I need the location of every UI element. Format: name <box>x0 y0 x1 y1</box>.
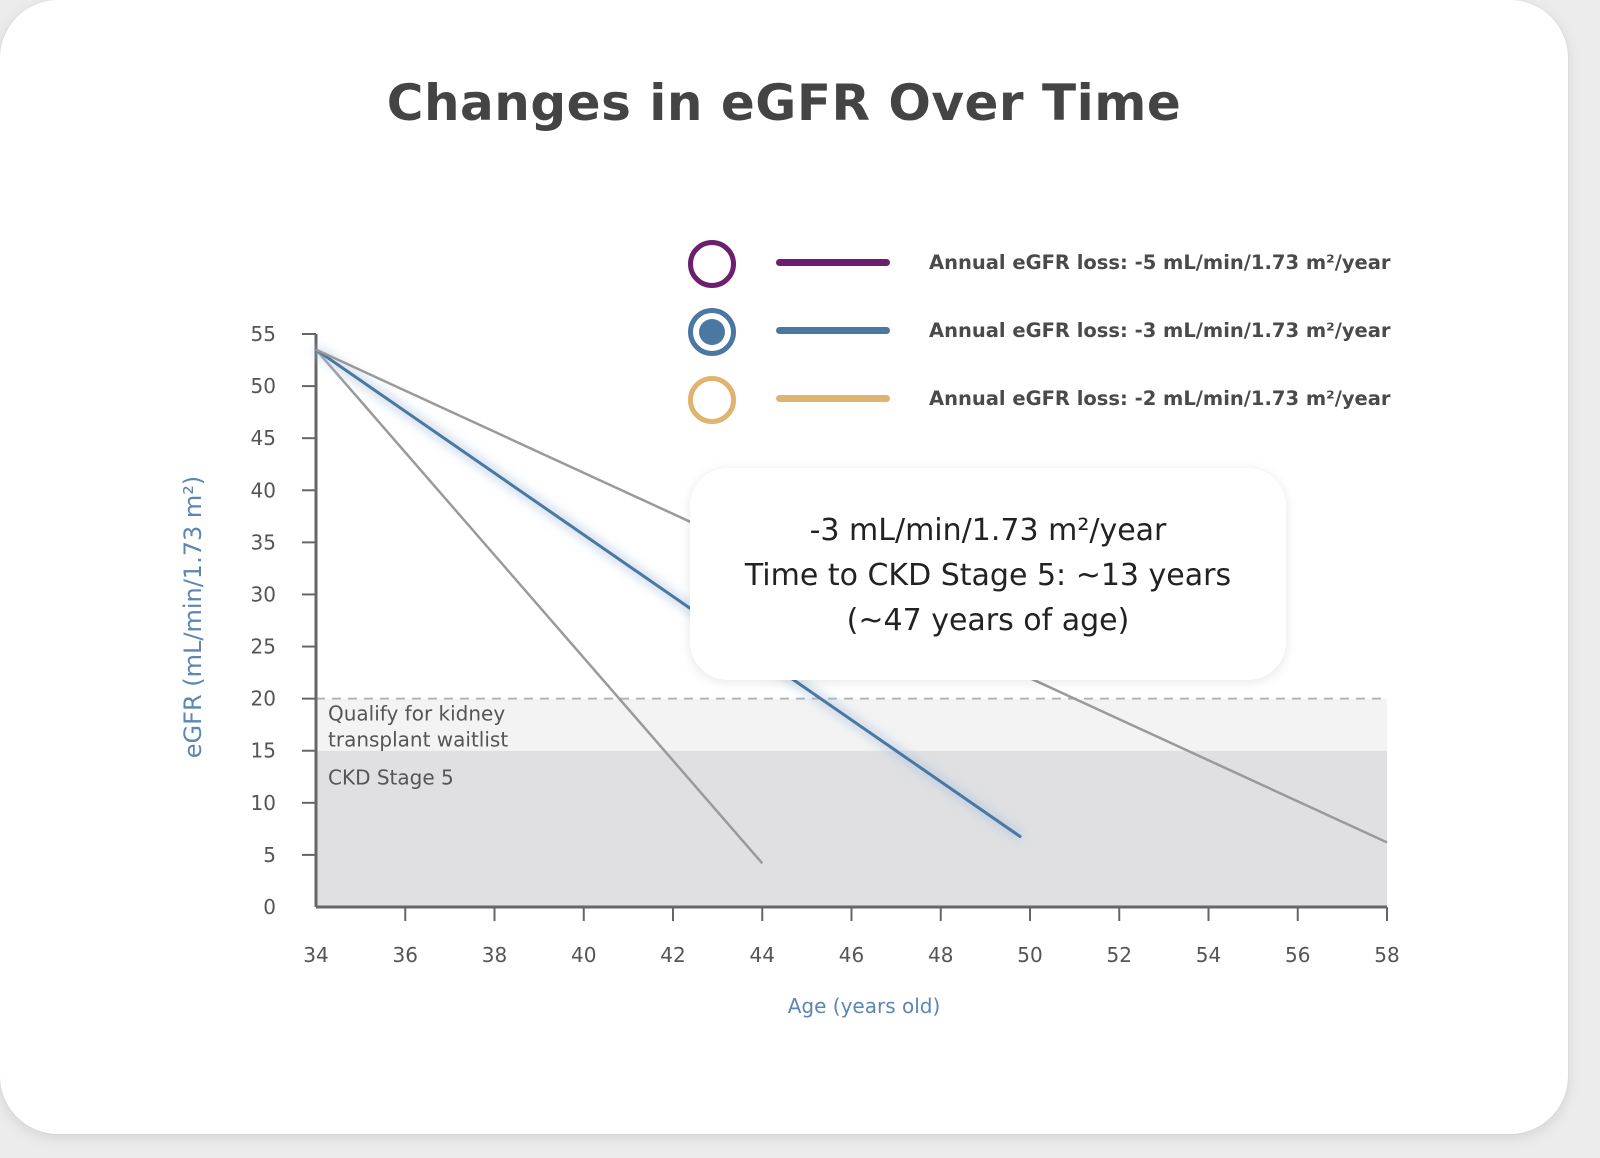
chart-title: Changes in eGFR Over Time <box>386 74 1182 132</box>
x-tick-label: 42 <box>660 943 685 967</box>
y-tick-label: 50 <box>251 374 276 398</box>
axes-layer: 0 5 10 15 20 25 30 35 40 45 50 55 34 36 38 40 42 44 46 48 50… <box>179 322 1400 1018</box>
legend-label: Annual eGFR loss: -2 mL/min/1.73 m²/year <box>929 387 1391 410</box>
selected-series-callout: -3 mL/min/1.73 m²/year Time to CKD Stage… <box>690 468 1286 680</box>
legend: Annual eGFR loss: -5 mL/min/1.73 m²/year… <box>686 236 1426 440</box>
callout-time-to-stage5: Time to CKD Stage 5: ~13 years <box>744 558 1232 593</box>
legend-label: Annual eGFR loss: -5 mL/min/1.73 m²/year <box>929 251 1391 274</box>
legend-swatch <box>776 395 890 402</box>
legend-swatch <box>776 259 890 266</box>
series-line-0 <box>315 348 764 865</box>
y-tick-label: 10 <box>251 791 276 815</box>
selected-dot-icon <box>699 319 725 345</box>
x-tick-label: 38 <box>482 943 507 967</box>
band-label-line: transplant waitlist <box>328 728 508 752</box>
y-tick-label: 40 <box>251 478 276 502</box>
legend-marker-circle-outline-icon[interactable] <box>688 376 736 424</box>
x-tick-label: 48 <box>928 943 953 967</box>
legend-swatch <box>776 327 890 334</box>
legend-marker-circle-filled-icon[interactable] <box>688 308 736 356</box>
x-tick-label: 50 <box>1017 943 1042 967</box>
x-tick-label: 52 <box>1107 943 1132 967</box>
x-tick-label: 46 <box>839 943 864 967</box>
legend-item-minus-2[interactable]: Annual eGFR loss: -2 mL/min/1.73 m²/year <box>686 372 1426 440</box>
band-1 <box>316 750 1387 907</box>
y-axis-title: eGFR (mL/min/1.73 m²) <box>179 476 207 758</box>
legend-marker-circle-outline-icon[interactable] <box>688 240 736 288</box>
x-tick-label: 58 <box>1374 943 1399 967</box>
x-tick-label: 54 <box>1196 943 1221 967</box>
x-tick-label: 56 <box>1285 943 1310 967</box>
labels-layer: Qualify for kidney transplant waitlist CKD… <box>328 702 508 790</box>
legend-item-minus-5[interactable]: Annual eGFR loss: -5 mL/min/1.73 m²/year <box>686 236 1426 304</box>
band-label-line: Qualify for kidney <box>328 702 505 726</box>
legend-item-minus-3[interactable]: Annual eGFR loss: -3 mL/min/1.73 m²/year <box>686 304 1426 372</box>
band-label-ckd-stage-5: CKD Stage 5 <box>328 766 454 790</box>
y-tick-label: 30 <box>251 582 276 606</box>
y-tick-label: 35 <box>251 530 276 554</box>
y-tick-label: 0 <box>263 895 276 919</box>
y-tick-label: 15 <box>251 739 276 763</box>
series-line-highlighted <box>315 348 1022 839</box>
x-tick-label: 44 <box>750 943 775 967</box>
x-axis-title: Age (years old) <box>788 994 941 1018</box>
callout-rate: -3 mL/min/1.73 m²/year <box>809 513 1167 548</box>
bands-layer <box>316 697 1387 907</box>
x-tick-label: 34 <box>303 943 328 967</box>
x-tick-label: 40 <box>571 943 596 967</box>
y-tick-label: 45 <box>251 426 276 450</box>
callout-age: (~47 years of age) <box>846 603 1130 638</box>
y-tick-label: 25 <box>251 635 276 659</box>
band-label-transplant: Qualify for kidney transplant waitlist <box>328 702 508 752</box>
y-tick-label: 20 <box>251 687 276 711</box>
x-tick-label: 36 <box>393 943 418 967</box>
y-tick-label: 5 <box>263 843 276 867</box>
legend-label: Annual eGFR loss: -3 mL/min/1.73 m²/year <box>929 319 1391 342</box>
y-tick-label: 55 <box>251 322 276 346</box>
